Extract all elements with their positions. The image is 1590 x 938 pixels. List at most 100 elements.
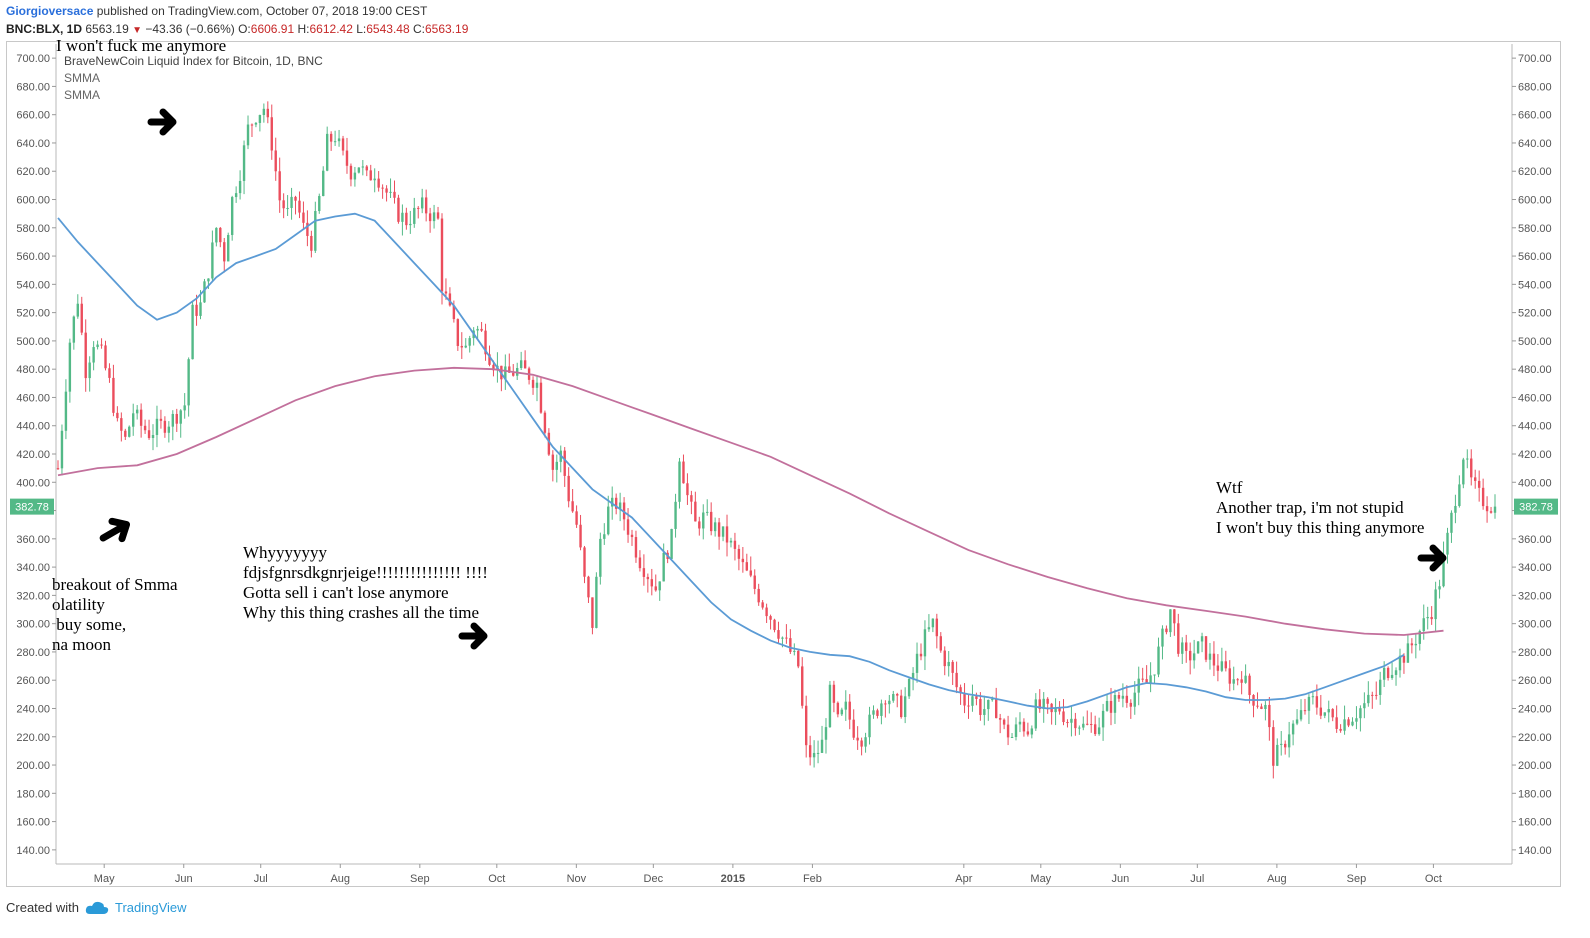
tradingview-link[interactable]: TradingView bbox=[114, 900, 187, 915]
candle-body bbox=[128, 426, 131, 437]
candle-body bbox=[1188, 650, 1192, 661]
candle-body bbox=[690, 495, 693, 502]
y-tick-label: 540.00 bbox=[1518, 279, 1552, 291]
candle-body bbox=[603, 534, 606, 539]
candle-body bbox=[903, 696, 907, 718]
y-tick-label: 540.00 bbox=[16, 279, 50, 291]
candle-body bbox=[207, 278, 210, 282]
candle-body bbox=[1268, 704, 1271, 728]
author-name[interactable]: Giorgioversace bbox=[6, 4, 94, 18]
candle-body bbox=[230, 197, 234, 235]
y-tick-label: 500.00 bbox=[1518, 336, 1552, 348]
legend-title: BraveNewCoin Liquid Index for Bitcoin, 1… bbox=[64, 54, 323, 68]
candle-body bbox=[1256, 705, 1259, 707]
candle-body bbox=[282, 200, 285, 209]
candle-body bbox=[1082, 723, 1085, 728]
candle-body bbox=[781, 637, 784, 639]
candle-body bbox=[365, 166, 368, 171]
candle-body bbox=[1030, 728, 1034, 735]
candle-body bbox=[583, 547, 586, 577]
candle-body bbox=[333, 141, 337, 143]
candle-body bbox=[452, 305, 456, 320]
candle-body bbox=[1323, 712, 1326, 716]
candle-body bbox=[401, 212, 404, 222]
candle-body bbox=[907, 678, 911, 697]
candle-body bbox=[1327, 709, 1330, 713]
candle-body bbox=[1137, 678, 1140, 693]
candle-body bbox=[618, 502, 622, 509]
candle-body bbox=[927, 627, 931, 630]
candle-body bbox=[682, 461, 685, 484]
candle-body bbox=[310, 235, 313, 251]
candle-body bbox=[1375, 694, 1378, 696]
candle-body bbox=[278, 171, 281, 201]
candle-body bbox=[1090, 724, 1093, 726]
candle-body bbox=[409, 223, 412, 226]
candle-body bbox=[1470, 458, 1473, 478]
candle-body bbox=[915, 653, 919, 673]
candle-body bbox=[132, 413, 135, 427]
candle-body bbox=[1220, 661, 1224, 671]
candle-body bbox=[1260, 706, 1263, 709]
candle-body bbox=[1058, 708, 1061, 712]
candle-body bbox=[765, 607, 768, 617]
candle-body bbox=[234, 193, 238, 198]
candle-body bbox=[155, 418, 159, 435]
x-tick-label: Sep bbox=[410, 873, 430, 885]
candle-body bbox=[306, 222, 309, 236]
candle-body bbox=[995, 699, 998, 719]
candle-body bbox=[702, 512, 705, 529]
candle-body bbox=[860, 740, 863, 747]
candle-body bbox=[1315, 696, 1319, 708]
candle-body bbox=[1070, 718, 1073, 723]
candle-body bbox=[828, 684, 832, 728]
candle-body bbox=[824, 727, 828, 740]
smma-line-1 bbox=[57, 212, 1405, 710]
candle-body bbox=[939, 636, 942, 651]
y-tick-label: 140.00 bbox=[16, 845, 50, 857]
candle-body bbox=[187, 359, 190, 406]
candle-body bbox=[444, 291, 448, 294]
candle-body bbox=[785, 637, 788, 639]
y-tick-label: 140.00 bbox=[1518, 845, 1552, 857]
candle-body bbox=[1086, 723, 1089, 725]
candle-body bbox=[314, 211, 317, 251]
candle-body bbox=[88, 362, 91, 379]
candle-body bbox=[480, 328, 483, 331]
candle-body bbox=[1347, 719, 1350, 726]
candle-body bbox=[880, 703, 883, 716]
x-tick-label: Dec bbox=[644, 873, 664, 885]
candle-body bbox=[290, 196, 293, 208]
candle-body bbox=[373, 178, 376, 181]
candle-body bbox=[1339, 728, 1342, 731]
candle-body bbox=[1402, 655, 1406, 663]
candle-body bbox=[892, 694, 895, 701]
candle-body bbox=[1359, 708, 1362, 719]
y-tick-label: 700.00 bbox=[16, 53, 50, 65]
candle-body bbox=[1232, 679, 1235, 684]
candle-body bbox=[1062, 711, 1065, 723]
candle-body bbox=[646, 576, 650, 580]
candle-body bbox=[935, 618, 939, 637]
candle-body bbox=[662, 552, 665, 582]
y-tick-label: 640.00 bbox=[1518, 138, 1552, 150]
candle-body bbox=[820, 739, 824, 753]
candle-body bbox=[899, 695, 903, 718]
candle-body bbox=[1236, 679, 1239, 681]
open-value: 6606.91 bbox=[250, 22, 295, 36]
candle-body bbox=[60, 430, 64, 469]
candle-body bbox=[76, 303, 79, 317]
candle-body bbox=[884, 703, 887, 705]
y-tick-label: 360.00 bbox=[16, 534, 50, 546]
candle-body bbox=[591, 597, 594, 628]
candle-body bbox=[575, 511, 578, 525]
candle-body bbox=[872, 710, 875, 715]
candle-body bbox=[983, 709, 986, 715]
y-tick-label: 460.00 bbox=[16, 392, 50, 404]
candle-body bbox=[413, 207, 416, 224]
last-price: 6563.19 bbox=[85, 22, 129, 36]
y-tick-label: 680.00 bbox=[16, 81, 50, 93]
candle-body bbox=[1355, 718, 1358, 722]
annotation-left: breakout of Smma olatility buy some, na … bbox=[52, 575, 178, 654]
